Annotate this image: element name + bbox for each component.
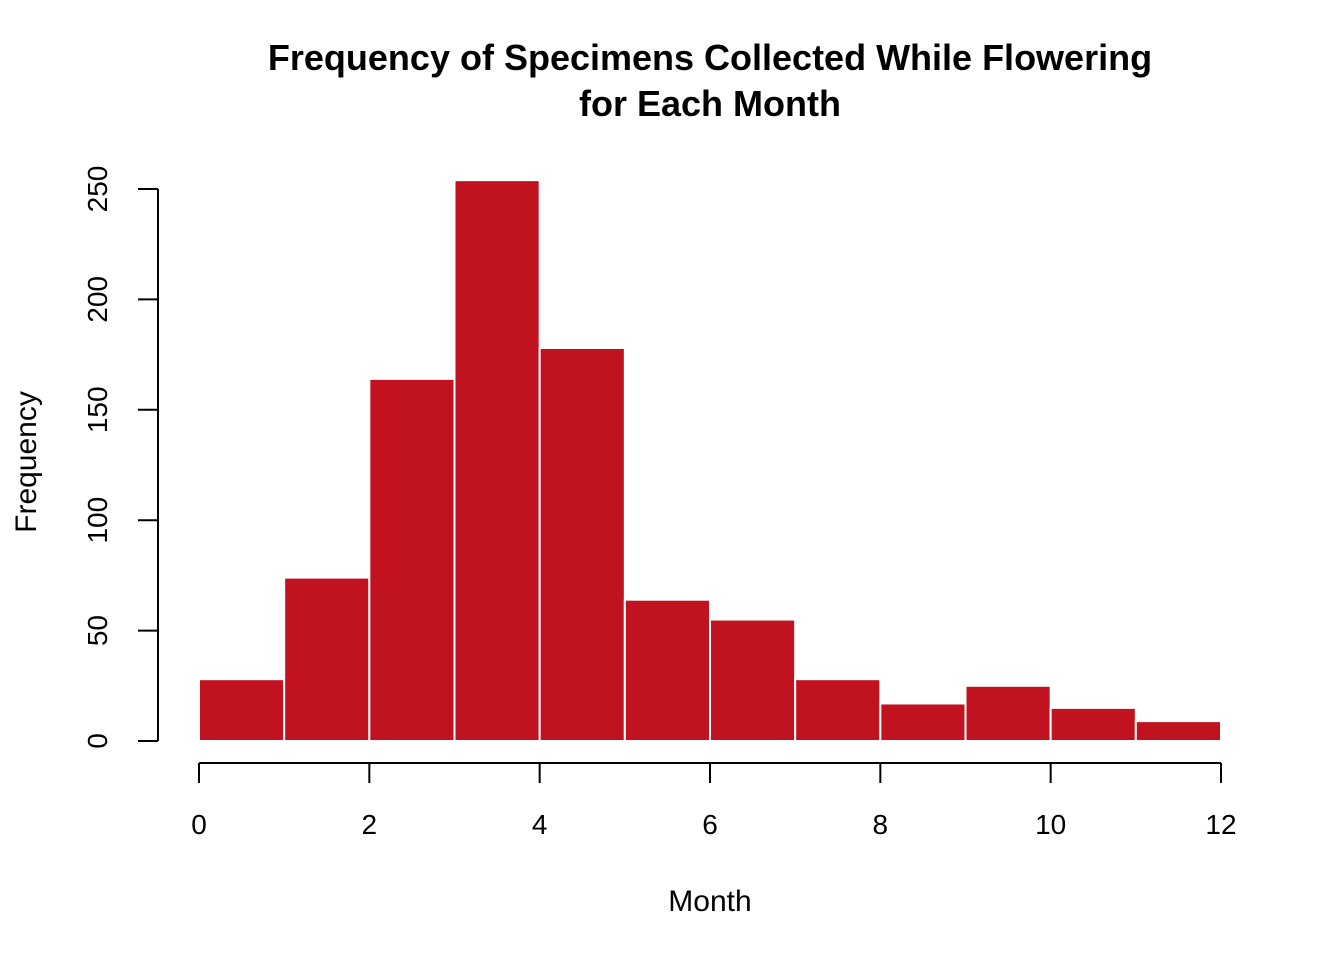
chart-title-line-2: for Each Month (579, 83, 841, 124)
histogram-bar (623, 598, 711, 742)
bars-group (198, 179, 1223, 743)
x-tick-label: 8 (873, 809, 889, 840)
chart-title: Frequency of Specimens Collected While F… (268, 37, 1152, 124)
histogram-bar (709, 618, 797, 742)
histogram-bar (538, 346, 626, 742)
x-tick-label: 2 (362, 809, 378, 840)
chart-title-line-1: Frequency of Specimens Collected While F… (268, 37, 1152, 78)
x-tick-label: 0 (191, 809, 207, 840)
y-tick-label: 100 (82, 497, 113, 544)
histogram-bar (794, 678, 882, 743)
histogram-bar (453, 179, 541, 742)
x-axis: 0 2 4 6 8 10 12 (191, 762, 1237, 840)
x-tick-label: 6 (702, 809, 718, 840)
y-tick-label: 50 (82, 615, 113, 646)
y-tick-label: 150 (82, 386, 113, 433)
x-tick-label: 12 (1205, 809, 1236, 840)
y-tick-label: 250 (82, 166, 113, 213)
histogram-bar (879, 702, 967, 742)
histogram-bar (964, 684, 1052, 742)
y-axis-label: Frequency (10, 391, 43, 533)
x-axis-label: Month (668, 885, 751, 918)
x-tick-label: 10 (1035, 809, 1066, 840)
y-tick-label: 200 (82, 276, 113, 323)
histogram-bar (1049, 706, 1137, 743)
histogram-bar (283, 576, 371, 742)
y-axis: 0 50 100 150 200 250 (82, 166, 159, 749)
histogram-bar (198, 678, 286, 743)
x-tick-label: 4 (532, 809, 548, 840)
histogram-bar (1134, 720, 1223, 742)
histogram-bar (368, 377, 456, 742)
y-tick-label: 0 (82, 733, 113, 749)
